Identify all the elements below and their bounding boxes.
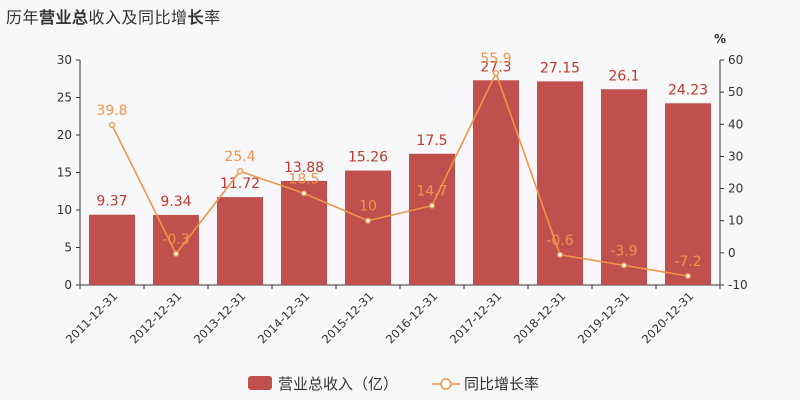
bar-value-label: 27.15 xyxy=(540,60,580,76)
growth-value-label: -3.9 xyxy=(610,243,637,259)
left-tick-label: 25 xyxy=(57,91,72,105)
bar xyxy=(537,81,583,285)
legend-bar-label: 营业总收入（亿） xyxy=(278,375,398,393)
bar-value-label: 26.1 xyxy=(608,68,639,84)
x-tick-label: 2014-12-31 xyxy=(255,289,312,346)
growth-point xyxy=(108,121,116,128)
chart-title: 历年营业总收入及同比增长率 xyxy=(6,4,221,28)
growth-value-label: 10 xyxy=(359,199,377,215)
growth-value-label: -0.3 xyxy=(162,232,189,248)
growth-value-label: 39.8 xyxy=(96,103,127,119)
left-tick-label: 30 xyxy=(57,53,72,67)
growth-value-label: 18.5 xyxy=(288,171,319,187)
bar xyxy=(601,89,647,285)
x-tick-label: 2012-12-31 xyxy=(127,289,184,346)
right-tick-label: 60 xyxy=(728,53,743,67)
title-part: 收入及同比增 xyxy=(88,8,188,27)
growth-line xyxy=(111,71,689,277)
x-tick-label: 2016-12-31 xyxy=(383,289,440,346)
legend-bar-swatch xyxy=(248,376,272,390)
growth-value-label: 25.4 xyxy=(224,149,255,165)
left-tick-label: 0 xyxy=(64,278,72,292)
x-tick-label: 2013-12-31 xyxy=(191,289,248,346)
right-axis-unit: % xyxy=(714,32,726,46)
bar xyxy=(473,80,519,285)
left-tick-label: 15 xyxy=(57,166,72,180)
x-tick-label: 2020-12-31 xyxy=(639,289,696,346)
bar-value-label: 9.34 xyxy=(160,194,191,210)
growth-point xyxy=(172,250,180,257)
left-tick-label: 5 xyxy=(64,241,72,255)
growth-point xyxy=(620,262,628,269)
x-tick-label: 2018-12-31 xyxy=(511,289,568,346)
title-part: 营业总 xyxy=(39,8,89,27)
title-part: 率 xyxy=(204,8,221,27)
bar xyxy=(281,180,327,285)
right-tick-label: 20 xyxy=(728,182,743,196)
growth-point xyxy=(556,251,564,258)
right-tick-label: 30 xyxy=(728,149,743,163)
right-tick-label: 0 xyxy=(728,246,736,260)
growth-value-label: 14.7 xyxy=(416,184,447,200)
left-tick-label: 10 xyxy=(57,203,72,217)
growth-point xyxy=(684,272,692,280)
growth-point xyxy=(364,217,372,224)
bar-value-label: 9.37 xyxy=(96,194,127,210)
right-tick-label: 10 xyxy=(728,214,743,228)
right-tick-label: 50 xyxy=(728,85,743,99)
growth-point xyxy=(236,168,244,175)
legend-line-label: 同比增长率 xyxy=(464,375,539,393)
bar xyxy=(665,103,711,286)
x-tick-label: 2019-12-31 xyxy=(575,289,632,346)
bar-value-label: 11.72 xyxy=(220,176,260,192)
title-part: 长 xyxy=(187,8,205,27)
x-tick-label: 2011-12-31 xyxy=(63,289,120,346)
bar-value-label: 24.23 xyxy=(668,82,708,98)
right-tick-label: -10 xyxy=(728,278,748,292)
growth-point xyxy=(428,202,436,209)
growth-value-label: -7.2 xyxy=(674,254,701,270)
bar xyxy=(89,214,135,285)
growth-point xyxy=(492,70,500,77)
bar xyxy=(345,170,391,285)
x-tick-label: 2017-12-31 xyxy=(447,289,504,346)
right-tick-label: 40 xyxy=(728,117,743,131)
bar-value-label: 13.88 xyxy=(284,160,324,176)
x-tick-label: 2015-12-31 xyxy=(319,289,376,346)
bar-value-label: 17.5 xyxy=(416,133,447,149)
legend-line-marker xyxy=(440,378,452,390)
bar xyxy=(153,214,199,285)
growth-value-label: 55.9 xyxy=(480,51,511,67)
bar-value-label: 27.3 xyxy=(480,59,511,75)
growth-value-label: -0.6 xyxy=(546,233,573,249)
left-tick-label: 20 xyxy=(57,128,72,142)
growth-point xyxy=(300,190,308,197)
title-part: 历年 xyxy=(6,8,40,27)
bar xyxy=(217,197,263,285)
bar-value-label: 15.26 xyxy=(348,150,388,166)
